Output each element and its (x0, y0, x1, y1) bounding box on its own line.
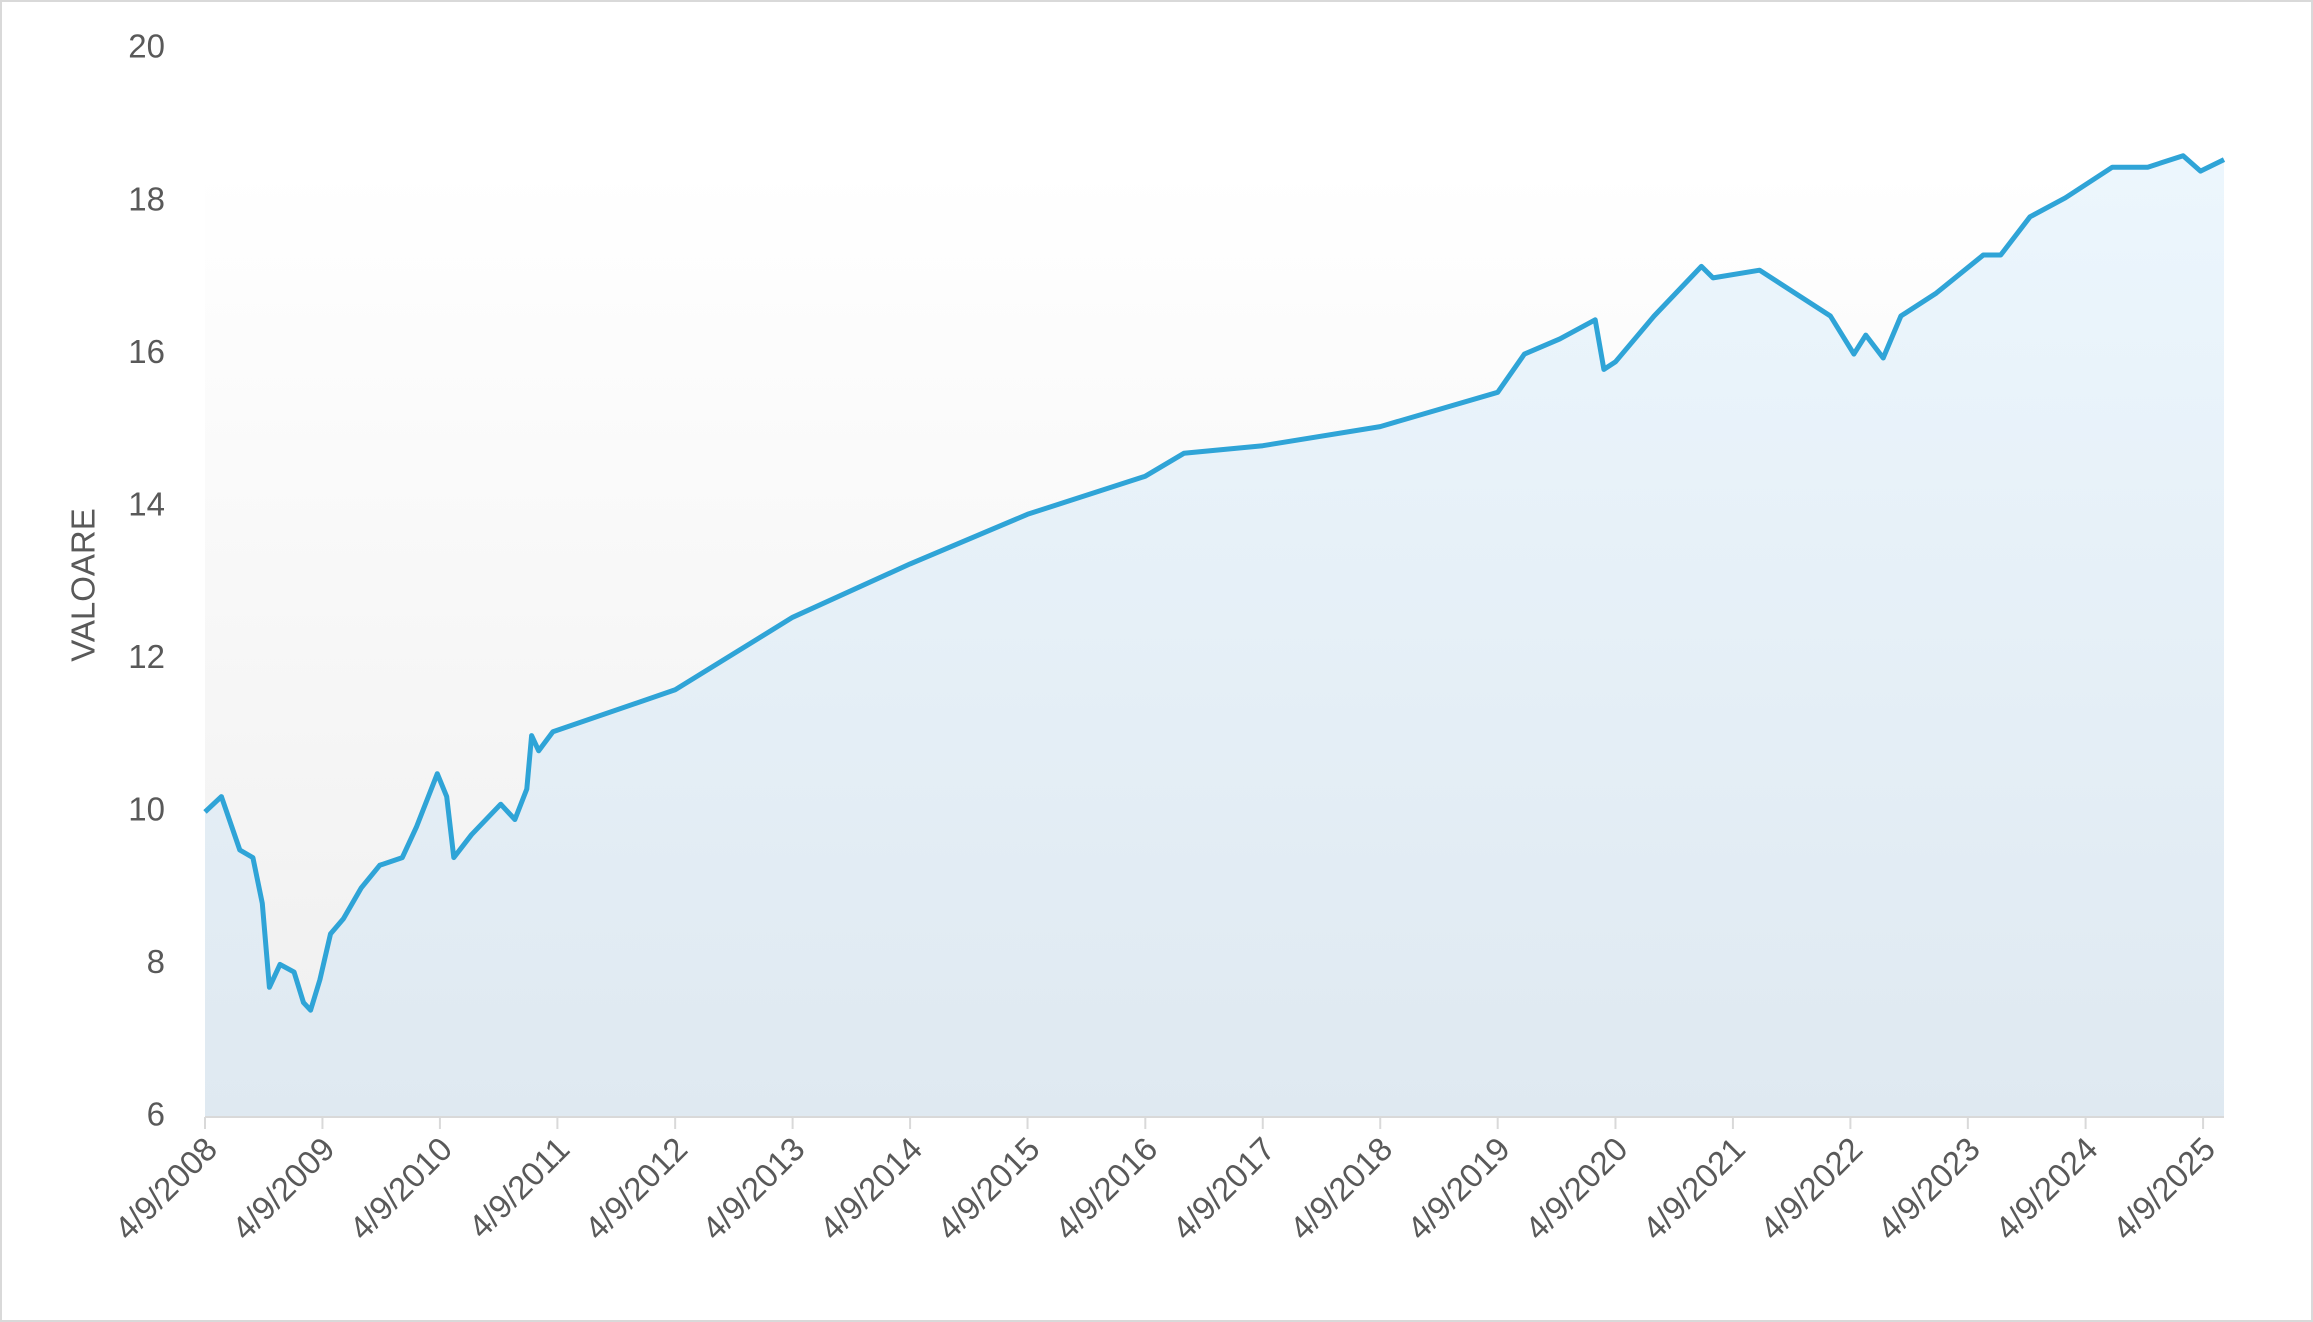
y-tick-label: 18 (128, 180, 165, 217)
y-tick-label: 16 (128, 333, 165, 370)
area-fill (205, 155, 2224, 1118)
y-tick-label: 8 (147, 943, 165, 980)
y-tick-label: 12 (128, 638, 165, 675)
y-tick-label: 6 (147, 1096, 165, 1133)
line (203, 153, 2226, 1013)
y-tick-label: 10 (128, 791, 165, 828)
y-tick-label: 20 (128, 28, 165, 65)
y-tick-label: 14 (128, 485, 165, 522)
y-axis-label: VALOARE (65, 508, 102, 661)
